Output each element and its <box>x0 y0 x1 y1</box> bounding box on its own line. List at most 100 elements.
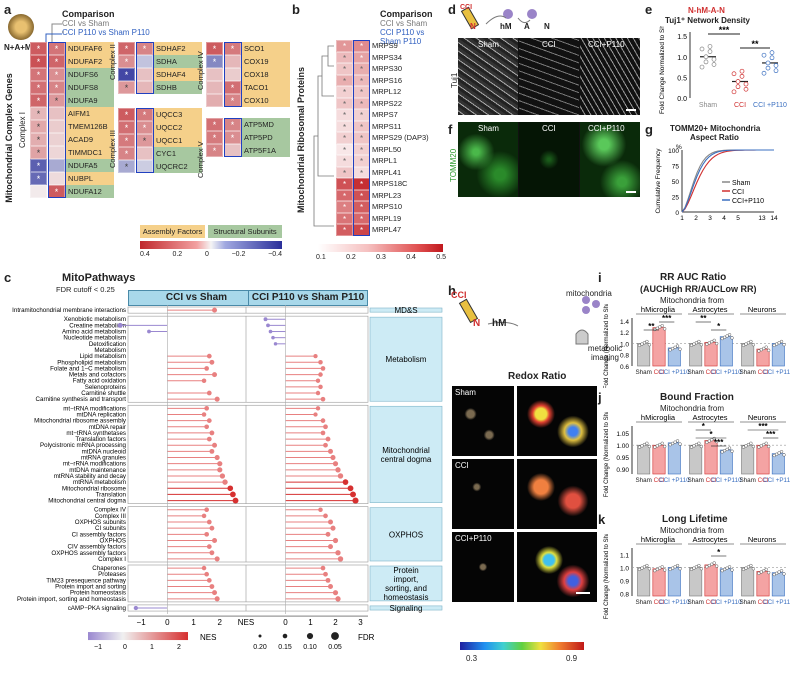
panel-b-comparison-1: CCI vs Sham <box>380 19 428 28</box>
lollipop-dot <box>328 448 333 454</box>
f-label-cci: CCI <box>542 124 556 133</box>
data-point <box>663 568 667 572</box>
lollipop-dot <box>320 396 326 402</box>
lollipop-dot <box>313 412 318 417</box>
x-category: Sham <box>699 102 717 109</box>
data-point <box>774 571 779 575</box>
lollipop-dot <box>315 378 321 383</box>
data-point <box>751 343 756 347</box>
data-point <box>779 339 784 344</box>
x-category: Sham <box>739 599 755 606</box>
organoid-icon <box>8 14 34 40</box>
i-mito-from: Mitochondria from <box>660 296 725 305</box>
gene-label-complex-i: AIFM1 <box>66 107 114 120</box>
heat-b-cell: * <box>336 166 353 178</box>
data-point <box>675 563 680 568</box>
fdr-dot <box>258 634 262 638</box>
data-point <box>762 442 766 447</box>
pathway-label: CI subunits <box>95 525 126 532</box>
y-tick: 0.6 <box>620 364 629 371</box>
data-point <box>699 444 704 449</box>
bar <box>689 444 703 475</box>
pathway-label: mt−tRNA synthetases <box>66 430 126 437</box>
gene-label-complex-v: ATP5PD <box>242 131 290 144</box>
data-point <box>715 564 719 568</box>
data-point <box>653 445 657 449</box>
lollipop-dot <box>209 359 215 365</box>
x-category: CCI +P110 <box>763 599 790 606</box>
lollipop-dot <box>330 454 336 461</box>
heat-b-cell: * <box>336 201 353 213</box>
panel-e-chart: 0.0 0.5 1.0 1.5 Fold Change Normalized to Sh… <box>659 26 787 114</box>
lollipop-dot <box>133 605 139 611</box>
panel-b-side-title: Mitochondrial Ribosomal Proteins <box>296 67 306 214</box>
y-tick: 0.0 <box>677 96 687 103</box>
pathway-label: mtRNA granules <box>81 455 126 462</box>
x-category: Sham <box>635 369 651 376</box>
d-schematic-cci: CCI <box>460 4 473 11</box>
y-tick: 0 <box>675 210 679 217</box>
group-title: Neurons <box>748 413 777 422</box>
pathway-label: mtDNA maintenance <box>69 467 126 474</box>
nes-tick: 2 <box>177 644 181 651</box>
data-point <box>757 571 761 575</box>
data-point <box>658 566 662 570</box>
data-point <box>731 71 737 77</box>
panel-j-chart: 0.90 0.95 1.00 1.05 Fold Change (Normalized … <box>604 412 790 497</box>
pathway-label: mtRNA metabolism <box>73 479 126 486</box>
heat-a-cell: * <box>118 68 135 81</box>
lollipop-dot <box>268 329 273 334</box>
h-scale-bar <box>576 592 590 594</box>
gene-label-complex-iv: COX10 <box>242 94 290 107</box>
data-point <box>727 333 732 337</box>
data-point <box>730 336 734 340</box>
pathway-label: Translation factors <box>75 436 126 443</box>
data-point <box>764 567 768 572</box>
lollipop-dot <box>201 412 207 417</box>
panel-a-colorbar-ticks: 0.4 0.2 0 −0.2 −0.4 <box>140 251 282 258</box>
group-title: hMicroglia <box>641 413 676 422</box>
d-scale-bar <box>626 109 636 111</box>
complex-i-label-wrap: Complex I <box>18 90 30 170</box>
lollipop-dot <box>332 590 339 596</box>
gene-label-complex-iii: UQCC3 <box>154 108 202 121</box>
x-category: CCI <box>734 102 746 109</box>
data-point <box>678 442 682 446</box>
c-header-left: CCI vs Sham <box>128 290 265 306</box>
tomm20-p110-image <box>580 122 640 197</box>
data-point <box>779 569 784 573</box>
lollipop-dot <box>209 550 215 556</box>
lollipop-dot <box>337 473 344 479</box>
ribosomal-gene-label: MRPS11 <box>372 121 402 131</box>
ribosomal-gene-label: MRPS10 <box>372 202 403 211</box>
cbar-a-tick: −0.2 <box>231 251 246 258</box>
data-point <box>675 344 680 348</box>
panel-a-comparison-1: CCI vs Sham <box>62 19 110 28</box>
cbar-b-tick: 0.3 <box>376 254 386 261</box>
pathway-label: OXPHOS assembly factors <box>51 550 126 557</box>
data-point <box>705 440 709 444</box>
panel-h-letter: h <box>448 283 456 298</box>
c-header-right: CCI P110 vs Sham P110 <box>248 290 368 306</box>
data-point <box>655 567 659 572</box>
data-point <box>774 452 779 456</box>
data-point <box>699 343 704 347</box>
panel-b-letter: b <box>292 2 300 17</box>
fdr-dot <box>282 633 288 639</box>
data-point <box>675 439 680 443</box>
lollipop-dot <box>206 353 212 359</box>
data-point <box>720 569 724 573</box>
cbar-b-tick: 0.1 <box>316 254 326 261</box>
group-name: MD&S <box>394 306 417 315</box>
p110-column-outline <box>48 42 66 198</box>
heat-b-cell: * <box>336 212 353 224</box>
lollipop-dot <box>330 525 336 531</box>
group-name: Metabolism <box>386 355 427 364</box>
cbar-b-tick: 0.2 <box>346 254 356 261</box>
f-label-sham: Sham <box>478 124 499 133</box>
heat-a-cell: * <box>118 147 135 160</box>
data-point <box>730 449 734 453</box>
data-point <box>655 326 659 330</box>
ribosomal-gene-label: MRPL19 <box>372 213 402 223</box>
gene-label-complex-i: NDUFA12 <box>66 185 114 198</box>
